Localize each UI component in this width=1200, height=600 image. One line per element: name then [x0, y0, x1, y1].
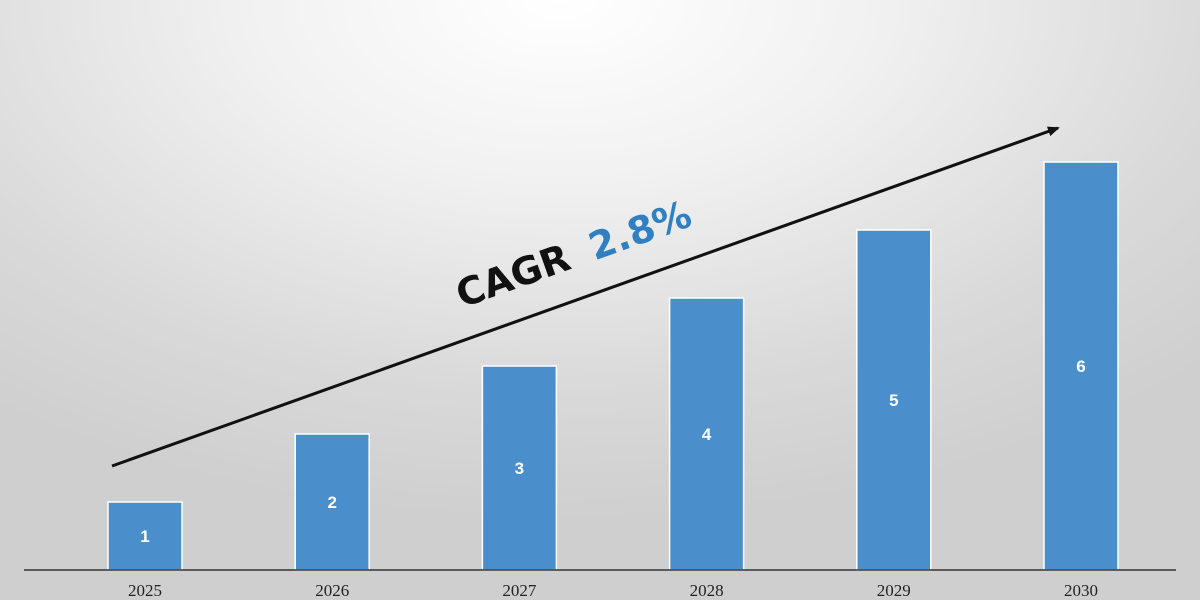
bar-2027 — [481, 365, 558, 571]
trend-arrow — [111, 126, 1060, 468]
bar-value-label-2027: 3 — [515, 459, 524, 478]
x-tick-label-2029: 2029 — [877, 581, 911, 600]
bar-2026 — [294, 433, 370, 571]
bars-group — [107, 161, 1119, 571]
bar-value-label-2030: 6 — [1076, 357, 1085, 376]
bar-value-label-2028: 4 — [702, 425, 712, 444]
x-tick-label-2027: 2027 — [502, 581, 537, 600]
bar-value-label-2025: 1 — [140, 527, 149, 546]
bar-value-label-2026: 2 — [327, 493, 336, 512]
bar-value-label-2029: 5 — [889, 391, 898, 410]
cagr-prefix: CAGR — [450, 235, 576, 316]
bar-2025 — [107, 501, 183, 571]
x-tick-label-2030: 2030 — [1064, 581, 1098, 600]
bar-2028 — [668, 297, 745, 571]
x-tick-label-2026: 2026 — [315, 581, 349, 600]
bar-labels-group: 1 2 3 4 5 6 — [140, 357, 1085, 546]
x-tick-labels-group: 2025 2026 2027 2028 2029 2030 — [128, 581, 1098, 600]
cagr-value: 2.8% — [583, 192, 697, 269]
x-tick-label-2028: 2028 — [690, 581, 724, 600]
cagr-annotation: CAGR 2.8% — [450, 192, 697, 316]
bar-2029 — [856, 229, 932, 571]
x-tick-label-2025: 2025 — [128, 581, 162, 600]
bar-2030 — [1043, 161, 1119, 571]
